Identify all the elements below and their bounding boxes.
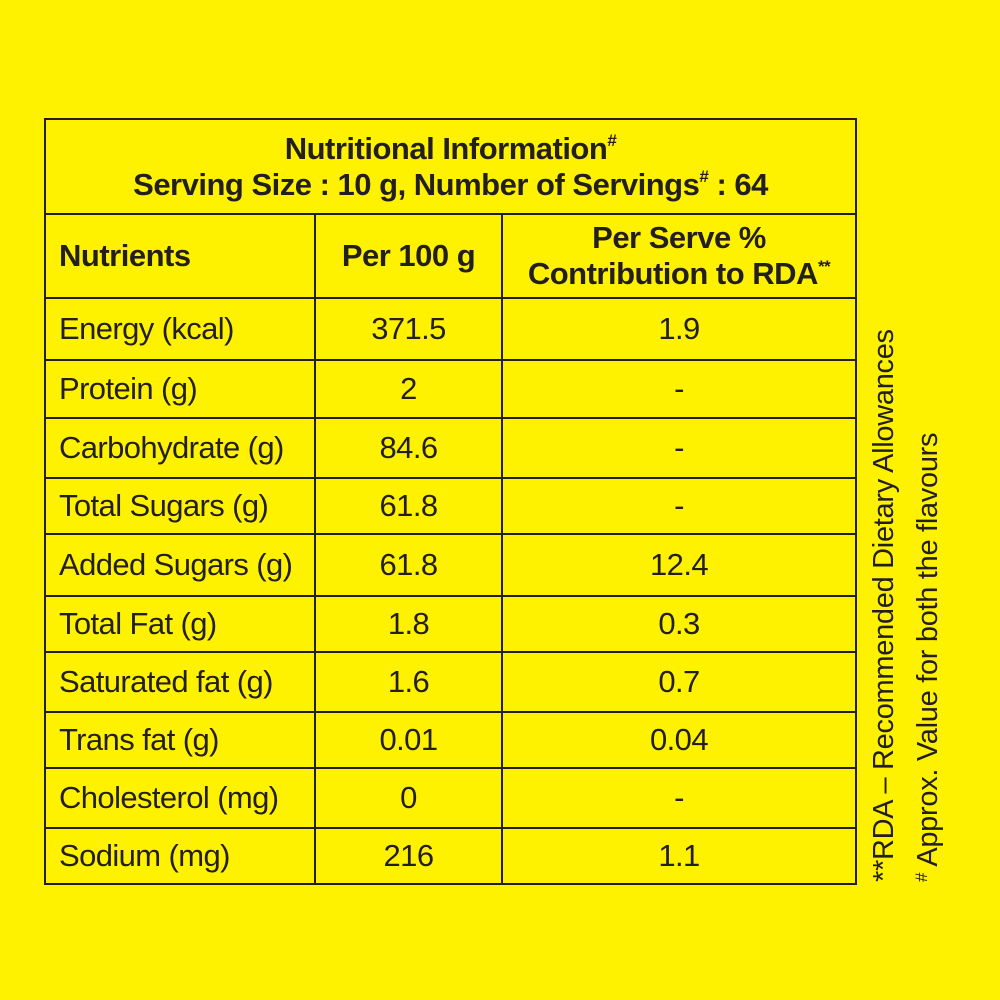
header-row: Nutrients Per 100 g Per Serve % Contribu… (44, 213, 858, 299)
rda-value: 1.9 (500, 297, 858, 361)
per-100g-value: 0.01 (314, 711, 503, 769)
header-nutrients: Nutrients (44, 213, 316, 299)
title-hash-mark: # (607, 130, 617, 150)
title-line-2: Serving Size : 10 g, Number of Servings#… (133, 166, 768, 202)
nutrition-table: Nutritional Information# Serving Size : … (43, 118, 858, 885)
servings-hash-mark: # (699, 166, 709, 186)
table-row: Saturated fat (g) 1.6 0.7 (44, 651, 858, 713)
per-100g-value: 2 (314, 359, 503, 419)
rda-value: - (500, 477, 858, 535)
table-row: Cholesterol (mg) 0- (44, 767, 858, 829)
rda-asterisk-mark: ** (817, 257, 831, 276)
table-row: Carbohydrate (g) 84.6- (44, 417, 858, 479)
table-title: Nutritional Information# Serving Size : … (43, 118, 858, 215)
nutrient-name: Saturated fat (g) (44, 651, 316, 713)
nutrient-name: Trans fat (g) (44, 711, 316, 769)
per-100g-value: 1.8 (314, 595, 503, 653)
nutrition-panel: Nutritional Information# Serving Size : … (43, 118, 858, 885)
per-100g-value: 0 (314, 767, 503, 829)
per-100g-value: 61.8 (314, 477, 503, 535)
footnotes: **RDA – Recommended Dietary Allowances #… (862, 122, 962, 882)
rda-value: 0.3 (500, 595, 858, 653)
rda-value: 0.7 (500, 651, 858, 713)
rda-value: 0.04 (500, 711, 858, 769)
rda-value: - (500, 417, 858, 479)
per-100g-value: 61.8 (314, 533, 503, 597)
nutrient-name: Cholesterol (mg) (44, 767, 316, 829)
header-per-100g: Per 100 g (314, 213, 503, 299)
table-row: Added Sugars (g) 61.8 12.4 (44, 533, 858, 597)
rda-value: - (500, 359, 858, 419)
approx-footnote: # Approx. Value for both the flavours (912, 432, 944, 882)
per-100g-value: 216 (314, 827, 503, 885)
title-line-1: Nutritional Information# (284, 130, 617, 166)
nutrient-name: Total Fat (g) (44, 595, 316, 653)
table-row: Sodium (mg) 216 1.1 (44, 827, 858, 885)
table-row: Total Sugars (g) 61.8- (44, 477, 858, 535)
per-100g-value: 1.6 (314, 651, 503, 713)
nutrient-name: Energy (kcal) (44, 297, 316, 361)
rda-footnote: **RDA – Recommended Dietary Allowances (868, 329, 900, 882)
nutrient-name: Added Sugars (g) (44, 533, 316, 597)
table-row: Trans fat (g) 0.01 0.04 (44, 711, 858, 769)
table-row: Protein (g) 2- (44, 359, 858, 419)
table-row: Energy (kcal) 371.5 1.9 (44, 297, 858, 361)
rda-value: 12.4 (500, 533, 858, 597)
per-100g-value: 84.6 (314, 417, 503, 479)
nutrient-name: Carbohydrate (g) (44, 417, 316, 479)
table-row: Total Fat (g) 1.8 0.3 (44, 595, 858, 653)
rda-value: - (500, 767, 858, 829)
nutrient-name: Total Sugars (g) (44, 477, 316, 535)
per-100g-value: 371.5 (314, 297, 503, 361)
nutrient-name: Protein (g) (44, 359, 316, 419)
rda-value: 1.1 (500, 827, 858, 885)
nutrient-name: Sodium (mg) (44, 827, 316, 885)
header-per-serve: Per Serve % Contribution to RDA** (500, 213, 858, 299)
